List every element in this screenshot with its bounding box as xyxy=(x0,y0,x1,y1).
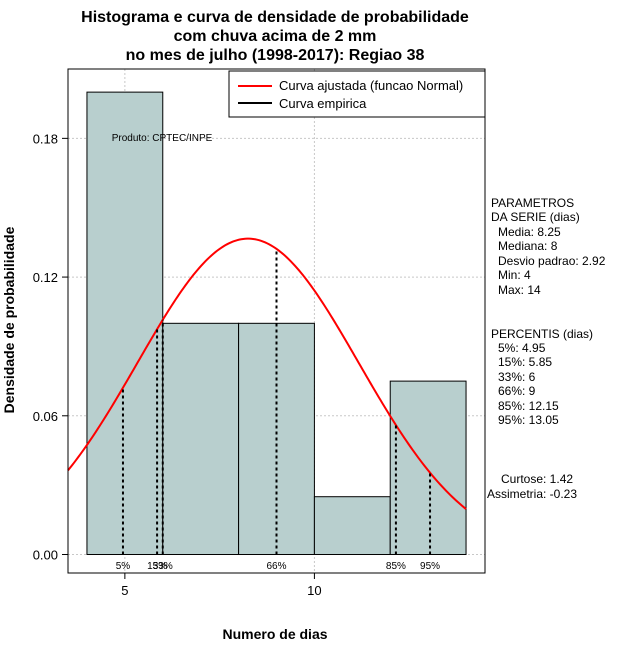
histogram-bar-4 xyxy=(389,380,467,556)
parametros-line-0: PARAMETROS xyxy=(491,196,574,210)
histogram-bars xyxy=(86,91,467,556)
percentile-label-2: 33% xyxy=(153,561,173,572)
parametros-line-4: Desvio padrao: 2.92 xyxy=(498,254,606,268)
percentis-line-0: PERCENTIS (dias) xyxy=(491,327,593,341)
legend-label-fitted: Curva ajustada (funcao Normal) xyxy=(279,78,463,93)
legend-label-empirical: Curva empirica xyxy=(279,96,367,111)
percentis-line-5: 85%: 12.15 xyxy=(498,399,559,413)
histogram-bar-0 xyxy=(86,91,164,556)
percentile-label-3: 66% xyxy=(266,561,286,572)
percentis-line-2: 15%: 5.85 xyxy=(498,355,552,369)
parametros-line-6: Max: 14 xyxy=(498,283,541,297)
histogram-bar-1 xyxy=(162,322,240,556)
percentis-line-1: 5%: 4.95 xyxy=(498,341,546,355)
parametros-line-3: Mediana: 8 xyxy=(498,239,558,253)
percentiles-panel: PERCENTIS (dias) 5%: 4.95 15%: 5.85 33%:… xyxy=(491,327,593,427)
plot-frame xyxy=(67,68,486,574)
chart-title-line-1: Histograma e curva de densidade de proba… xyxy=(81,9,469,26)
curtose-value: Curtose: 1.42 xyxy=(501,472,573,486)
percentile-lines-layer: 5% 15%33% 66% 85% 95% xyxy=(116,248,440,572)
legend: Curva ajustada (funcao Normal) Curva emp… xyxy=(228,70,486,118)
histogram-bar-3 xyxy=(313,496,391,556)
percentis-line-3: 33%: 6 xyxy=(498,370,536,384)
x-tick-label-1: 10 xyxy=(307,583,321,598)
parametros-line-2: Media: 8.25 xyxy=(498,225,561,239)
legend-box xyxy=(228,70,486,118)
percentile-label-5: 95% xyxy=(420,561,440,572)
x-axis-label: Numero de dias xyxy=(222,626,327,642)
parametros-line-1: DA SERIE (dias) xyxy=(491,210,580,224)
x-tick-label-0: 5 xyxy=(121,583,128,598)
percentile-label-1: 15% xyxy=(147,561,167,572)
y-tick-label-2: 0.12 xyxy=(33,270,58,285)
chart-title-line-3: no mes de julho (1998-2017): Regiao 38 xyxy=(126,47,425,64)
axes: 5 10 0.00 0.06 0.12 0.18 xyxy=(33,68,486,598)
percentile-label-0: 5% xyxy=(116,561,131,572)
y-tick-label-1: 0.06 xyxy=(33,409,58,424)
normal-curve-layer xyxy=(67,237,467,510)
y-tick-label-0: 0.00 xyxy=(33,548,58,563)
normal-density-curve xyxy=(67,237,467,510)
parameters-panel: PARAMETROS DA SERIE (dias) Media: 8.25 M… xyxy=(491,196,606,297)
producer-annotation: Produto: CPTEC/INPE xyxy=(112,133,213,144)
percentis-line-4: 66%: 9 xyxy=(498,384,536,398)
y-tick-label-3: 0.18 xyxy=(33,131,58,146)
parametros-line-5: Min: 4 xyxy=(498,268,531,282)
percentile-label-4: 85% xyxy=(386,561,406,572)
y-axis-label: Densidade de probabilidade xyxy=(1,226,17,413)
assimetria-value: Assimetria: -0.23 xyxy=(487,487,577,501)
chart-title-line-2: com chuva acima de 2 mm xyxy=(174,28,377,45)
percentis-line-6: 95%: 13.05 xyxy=(498,413,559,427)
